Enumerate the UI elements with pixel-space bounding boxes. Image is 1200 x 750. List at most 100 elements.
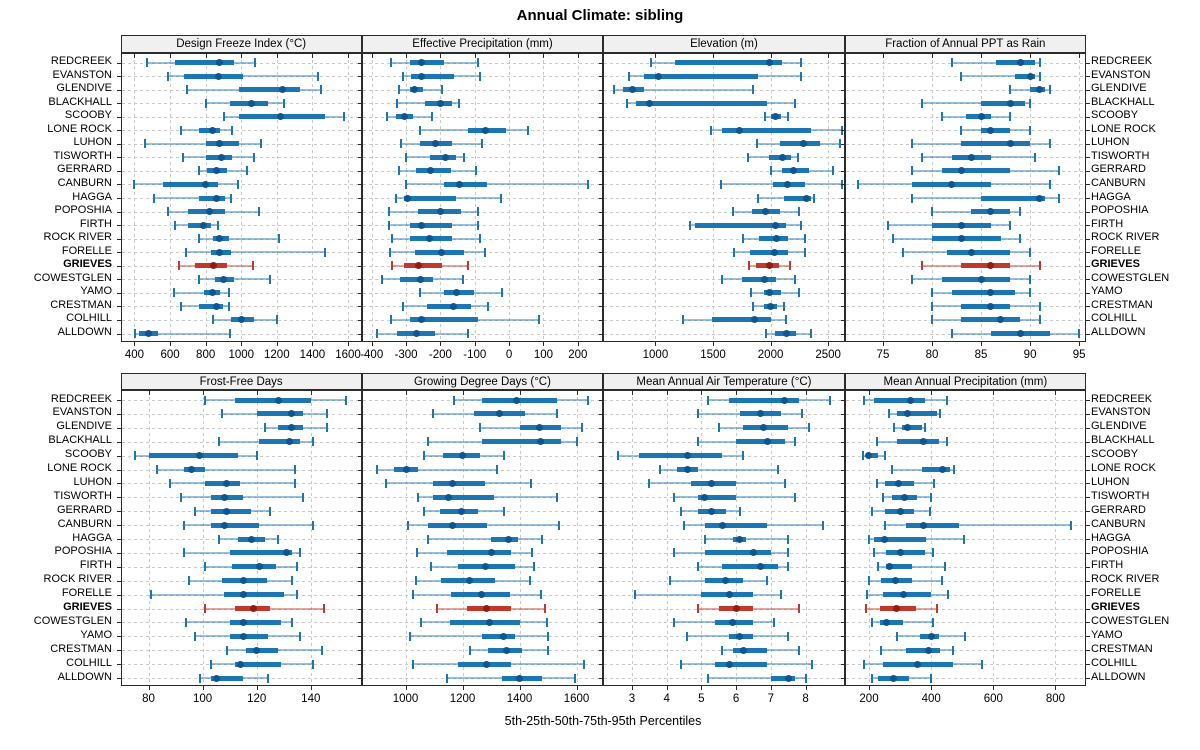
y-gridline xyxy=(121,225,361,227)
median-dot xyxy=(218,153,226,161)
x-tick-top xyxy=(931,53,933,58)
whisker-cap-5th xyxy=(204,604,207,613)
site-label-left: COWESTGLEN xyxy=(33,271,112,284)
whisker-cap-95th xyxy=(227,301,230,311)
whisker-cap-95th xyxy=(794,492,797,502)
whisker-cap-95th xyxy=(547,631,550,641)
whisker-cap-95th xyxy=(293,465,296,474)
median-dot xyxy=(411,86,419,94)
y-gridline xyxy=(604,265,844,267)
y-gridline xyxy=(121,650,361,652)
y-gridline xyxy=(362,469,603,471)
whisker-cap-5th xyxy=(755,139,758,149)
site-label-right: COLHILL xyxy=(1091,312,1137,325)
y-gridline xyxy=(362,225,603,227)
y-gridline xyxy=(121,143,361,145)
iqr-bar-25-75 xyxy=(961,263,1011,269)
median-dot xyxy=(247,535,255,543)
panel-plot-area xyxy=(603,52,845,342)
whisker-5-95 xyxy=(168,75,318,78)
whisker-cap-5th xyxy=(223,112,226,122)
y-tick-left xyxy=(357,225,362,227)
median-dot xyxy=(736,535,744,543)
x-gridline xyxy=(655,53,657,341)
x-tick-top xyxy=(406,53,408,58)
x-tick-label: 4 xyxy=(663,693,670,705)
y-tick-left xyxy=(599,76,604,78)
site-label-right: COWESTGLEN xyxy=(1091,271,1170,284)
whisker-cap-5th xyxy=(415,548,418,558)
panel-plot-area xyxy=(120,390,362,686)
whisker-cap-5th xyxy=(193,506,196,516)
y-tick-left xyxy=(840,497,845,499)
y-tick-left xyxy=(357,622,362,624)
site-label-left: HAGGA xyxy=(72,190,112,203)
y-tick-left xyxy=(116,650,121,652)
x-tick-top xyxy=(134,53,136,58)
whisker-cap-95th xyxy=(809,329,812,338)
y-tick-right xyxy=(1086,170,1090,172)
whisker-cap-95th xyxy=(528,576,531,586)
median-dot xyxy=(459,452,467,460)
median-dot xyxy=(771,221,779,229)
whisker-cap-5th xyxy=(658,465,661,474)
whisker-cap-5th xyxy=(418,125,421,135)
whisker-cap-95th xyxy=(1038,301,1041,311)
whisker-cap-95th xyxy=(786,112,789,122)
median-dot xyxy=(772,235,780,243)
x-gridline xyxy=(577,53,579,341)
y-gridline xyxy=(121,211,361,213)
x-tick-label: 1000 xyxy=(642,349,669,361)
whisker-cap-95th xyxy=(941,576,944,586)
iqr-bar-25-75 xyxy=(901,425,922,431)
x-tick-bottom xyxy=(576,686,578,690)
median-dot xyxy=(896,549,904,557)
iqr-bar-25-75 xyxy=(174,60,235,65)
whisker-5-95 xyxy=(1010,88,1050,91)
iqr-bar-25-75 xyxy=(882,592,932,598)
y-tick-left xyxy=(599,413,604,415)
x-tick-top xyxy=(712,53,714,58)
median-dot xyxy=(413,330,421,337)
y-gridline xyxy=(604,116,844,118)
site-label-right: GLENDIVE xyxy=(1091,420,1147,433)
y-gridline xyxy=(362,306,603,308)
whisker-cap-5th xyxy=(155,465,158,474)
whisker-cap-95th xyxy=(1048,139,1051,149)
whisker-cap-5th xyxy=(445,673,448,683)
x-tick-top xyxy=(170,53,172,58)
y-tick-right xyxy=(1086,225,1090,227)
y-gridline xyxy=(845,511,1085,513)
iqr-bar-25-75 xyxy=(245,647,279,653)
whisker-cap-5th xyxy=(672,617,675,627)
y-gridline xyxy=(845,678,1085,679)
site-label-right: EVANSTON xyxy=(1091,406,1151,419)
iqr-bar-25-75 xyxy=(879,619,904,625)
x-tick-top xyxy=(1030,53,1032,58)
y-gridline xyxy=(604,157,844,159)
median-dot xyxy=(761,275,769,283)
y-gridline xyxy=(845,497,1085,499)
x-tick-top xyxy=(148,391,150,395)
y-tick-left xyxy=(599,400,604,401)
y-tick-right xyxy=(1086,279,1090,281)
whisker-cap-95th xyxy=(293,478,296,488)
site-label-right: GLENDIVE xyxy=(1091,82,1147,95)
whisker-cap-95th xyxy=(312,659,315,669)
iqr-bar-25-75 xyxy=(732,647,768,653)
iqr-bar-25-75 xyxy=(198,127,220,133)
panel-strip-title: Mean Annual Precipitation (mm) xyxy=(844,372,1086,390)
y-tick-left xyxy=(116,103,121,105)
whisker-cap-95th xyxy=(501,288,504,298)
whisker-cap-95th xyxy=(537,315,540,325)
x-gridline xyxy=(202,391,204,685)
iqr-bar-25-75 xyxy=(736,439,785,445)
y-tick-left xyxy=(357,650,362,652)
median-dot xyxy=(901,493,909,501)
whisker-cap-5th xyxy=(877,562,880,572)
whisker-cap-95th xyxy=(738,506,741,516)
median-dot xyxy=(977,113,985,121)
x-tick-bottom xyxy=(770,686,772,690)
x-tick-label: 1400 xyxy=(299,349,326,361)
whisker-cap-95th xyxy=(344,395,347,405)
